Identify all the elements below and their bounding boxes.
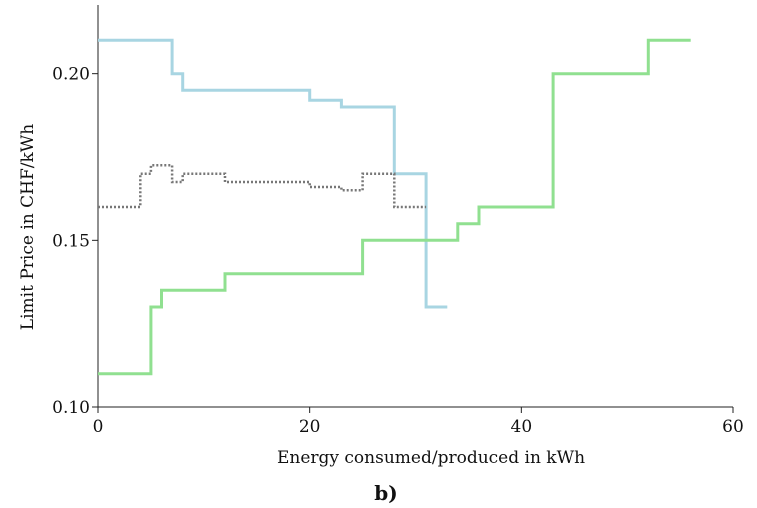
series-layer xyxy=(98,38,691,376)
x-tick-label: 20 xyxy=(299,417,321,437)
tick-layer: 0 20 40 60 0.10 0.15 0.20 xyxy=(52,65,744,437)
y-tick-label: 0.20 xyxy=(52,65,90,85)
x-axis-label: Energy consumed/produced in kWh xyxy=(277,448,585,468)
y-tick-label: 0.15 xyxy=(52,231,90,251)
panel-label: b) xyxy=(374,481,397,505)
y-tick-label: 0.10 xyxy=(52,398,90,418)
y-axis-label: Limit Price in CHF/kWh xyxy=(18,124,38,330)
x-tick-label: 60 xyxy=(722,417,744,437)
series-line-2 xyxy=(98,38,691,376)
x-tick-label: 0 xyxy=(93,417,104,437)
series-line-1 xyxy=(98,38,448,309)
x-tick-label: 40 xyxy=(511,417,533,437)
series-line-3 xyxy=(98,164,427,209)
